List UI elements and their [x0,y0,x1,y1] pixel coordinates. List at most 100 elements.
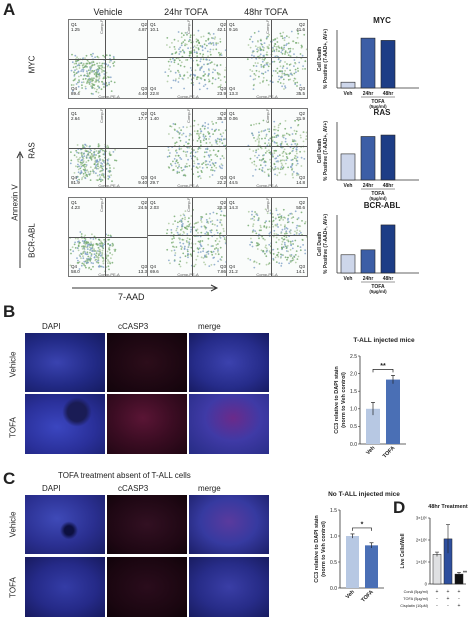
bar-tick-label: 48hr [383,91,394,97]
flow-x-axis-label: Comp-PE-A [177,183,199,188]
gate-line-horizontal [227,235,307,236]
bar-chart-title: MYC [373,16,391,25]
x-tick-label: TOFA [382,445,397,460]
significance-marker: * [361,521,364,528]
bar-chart-ylabel: Cell Death [317,232,323,256]
chart-title: T-ALL injected mice [353,337,415,344]
quadrant-name: Q3 [219,86,226,91]
quadrant-label-q1: Q1 0.06 [229,111,238,121]
y-tick-label: 1.0 [350,407,357,413]
gate-line-vertical [271,109,272,187]
y-tick-label: 0.0 [350,442,357,448]
quadrant-name: Q2 [219,200,226,205]
gate-line-horizontal [227,146,307,147]
bar-chart-title: RAS [374,108,392,117]
quadrant-label-q3: Q3 23.9 [217,86,226,96]
flow-x-axis-label: Comp-PE-A [98,272,120,277]
c-img-dapi-tofa [25,557,105,617]
quadrant-value: 9.40 [138,180,147,185]
condition-sign: + [447,589,450,595]
quadrant-name: Q4 [229,86,236,91]
flow-scatter [247,207,307,269]
bar-tick-label: Veh [344,91,353,97]
quadrant-label-q2: Q2 42.1 [217,22,226,32]
quadrant-name: Q1 [150,111,157,116]
bar-tick-label: 24hr [363,276,374,282]
condition-sign: - [436,603,438,609]
c-img-ccasp3-tofa [107,557,187,617]
condition-sign: - [447,603,449,609]
chart-ylabel: Live Cells/Well [400,533,406,569]
quadrant-label-q3: Q3 22.2 [217,175,226,185]
quadrant-value: 21.2 [229,269,238,274]
bar-chart-ylabel: % Positive (7-AAD+, AV+) [323,29,329,89]
flow-x-axis-label: Comp-PE-A [256,272,278,277]
quadrant-name: Q4 [229,175,236,180]
quadrant-name: Q2 [219,22,226,27]
tofa-label: TOFA [371,284,385,290]
quadrant-name: Q2 [140,22,147,27]
y-tick-label: 0.0 [330,586,337,592]
panel-label-a: A [3,0,16,19]
b-row-tofa: TOFA [8,417,18,438]
b-col-ccasp3: cCASP3 [118,322,149,331]
panel-label-b: B [3,302,16,321]
bar [360,37,376,89]
flow-plot: Q1 1.25 Q2 4.87 Q4 89.4 Q3 4.40 Comp-PE-A Comp-PE… [68,19,150,99]
quadrant-label-q2: Q2 21.9 [296,111,305,121]
quadrant-value: 2.64 [71,116,80,121]
quadrant-label-q3: Q3 4.40 [138,86,147,96]
bar-tick-label: Veh [344,276,353,282]
c-row-tofa: TOFA [8,577,18,598]
flow-scatter [166,119,228,180]
gate-line-vertical [105,109,106,187]
quadrant-value: 7.86 [217,269,226,274]
bar [380,134,396,181]
bar-chart-ylabel: Cell Death [317,47,323,71]
condition-sign: + [436,589,439,595]
chart-title: 48hr Treatment [428,504,468,510]
bar [380,40,396,89]
quadrant-name: Q2 [140,111,147,116]
quadrant-name: Q1 [71,22,78,27]
gate-line-horizontal [69,237,149,238]
quadrant-value: 1.25 [71,27,80,32]
quadrant-value: 89.4 [71,91,80,96]
b-col-merge: merge [198,322,221,331]
y-tick-label: 1×10⁶ [416,560,427,565]
gate-line-horizontal [69,148,149,149]
b-img-ccasp3-tofa [107,394,187,454]
quadrant-name: Q4 [229,264,236,269]
y-tick-label: 2.5 [350,354,357,360]
flow-scatter [164,29,228,91]
bar-chart-ras: RAS Cell Death% Positive (7-AAD+, AV+) Veh… [317,108,419,201]
chart-ylabel: CC3 relative to DAPI stain [334,366,340,434]
flow-plot: Q1 1.40 Q2 35.3 Q4 29.7 Q3 22.2 Comp-PE-A Comp-PE… [147,108,229,188]
col-header-vehicle: Vehicle [93,7,123,17]
quadrant-label-q1: Q1 9.16 [229,22,238,32]
quadrant-label-q3: Q3 9.40 [138,175,147,185]
x-tick-label: Veh [365,445,377,457]
quadrant-value: 21.9 [296,116,305,121]
bar-tick-label: 24hr [363,183,374,189]
quadrant-value: 13.3 [229,91,238,96]
quadrant-value: 0.06 [229,116,238,121]
bar-tick-label: Veh [344,183,353,189]
quadrant-value: 2.03 [150,205,159,210]
quadrant-value: 4.87 [138,27,147,32]
y-tick-label: 0.5 [350,424,357,430]
condition-sign: - [458,596,460,602]
quadrant-label-q3: Q3 14.1 [296,264,305,274]
bar [360,249,376,274]
quadrant-value: 41.6 [296,27,305,32]
quadrant-label-q1: Q1 14.3 [229,200,238,210]
bar-chart-ylabel: Cell Death [317,139,323,163]
quadrant-label-q4: Q4 21.2 [229,264,238,274]
quadrant-label-q2: Q2 4.87 [138,22,147,32]
b-img-merge-vehicle [189,333,269,392]
quadrant-name: Q1 [229,22,236,27]
bar-tick-label: 24hr [363,91,374,97]
bar-chart-ylabel: % Positive (7-AAD+, AV+) [323,121,329,181]
bar [432,554,442,585]
flow-plot: Q1 0.06 Q2 21.9 Q4 44.5 Q3 14.8 Comp-PE-A Comp-PE… [226,108,308,188]
